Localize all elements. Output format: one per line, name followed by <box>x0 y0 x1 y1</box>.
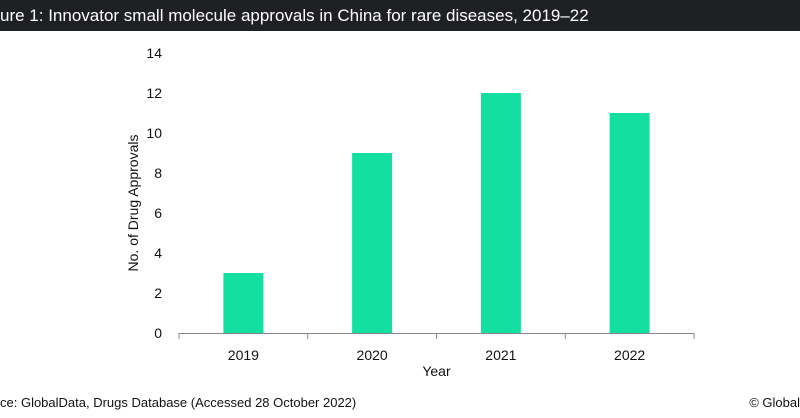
chart-title-bar: ure 1: Innovator small molecule approval… <box>0 0 800 31</box>
y-tick-label: 8 <box>154 165 162 181</box>
y-axis-ticks: 0 2 4 6 8 10 12 14 <box>146 45 162 341</box>
source-note: ce: GlobalData, Drugs Database (Accessed… <box>0 395 357 410</box>
chart-title: ure 1: Innovator small molecule approval… <box>0 6 589 25</box>
x-axis-title: Year <box>422 363 451 379</box>
x-tick-label: 2020 <box>357 347 388 363</box>
copyright-note: © Global <box>749 395 800 410</box>
x-tick-label: 2022 <box>614 347 645 363</box>
y-tick-label: 10 <box>146 125 162 141</box>
y-tick-label: 2 <box>154 285 162 301</box>
bar-chart: 0 2 4 6 8 10 12 14 2019 2020 2021 2022 Year No. of… <box>125 45 695 379</box>
bars <box>223 93 650 333</box>
y-tick-label: 6 <box>154 205 162 221</box>
bar-2020 <box>352 153 393 333</box>
y-tick-label: 12 <box>146 85 162 101</box>
y-tick-label: 0 <box>154 325 162 341</box>
x-axis-ticks: 2019 2020 2021 2022 <box>178 333 695 363</box>
bar-2019 <box>223 273 264 333</box>
y-tick-label: 14 <box>146 45 162 61</box>
y-axis-title: No. of Drug Approvals <box>125 135 141 272</box>
bar-2021 <box>480 93 521 333</box>
y-tick-label: 4 <box>154 245 162 261</box>
bar-2022 <box>609 113 650 333</box>
x-tick-label: 2019 <box>228 347 259 363</box>
x-tick-label: 2021 <box>485 347 516 363</box>
